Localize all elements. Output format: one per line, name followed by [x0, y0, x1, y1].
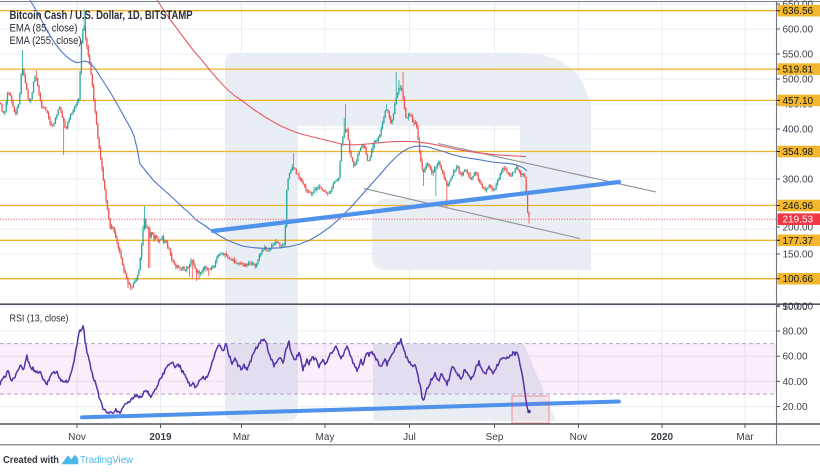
svg-text:Jul: Jul	[403, 432, 416, 443]
svg-text:400.00: 400.00	[783, 125, 814, 136]
svg-text:RSI (13, close): RSI (13, close)	[10, 313, 69, 325]
svg-text:60.00: 60.00	[783, 352, 808, 363]
svg-text:550.00: 550.00	[783, 50, 814, 61]
svg-text:100.66: 100.66	[783, 274, 814, 285]
svg-text:246.96: 246.96	[783, 201, 814, 212]
svg-text:300.00: 300.00	[783, 175, 814, 186]
svg-text:EMA (85, close): EMA (85, close)	[10, 23, 78, 35]
svg-text:519.81: 519.81	[783, 65, 814, 76]
svg-text:2019: 2019	[149, 432, 172, 443]
svg-text:50.00: 50.00	[783, 302, 808, 313]
svg-text:Mar: Mar	[233, 432, 251, 443]
svg-text:177.37: 177.37	[783, 236, 814, 247]
svg-text:TradingView: TradingView	[80, 454, 133, 466]
svg-text:Bitcoin Cash / U.S. Dollar, 1D: Bitcoin Cash / U.S. Dollar, 1D, BITSTAMP	[10, 8, 193, 22]
svg-text:20.00: 20.00	[783, 402, 808, 413]
svg-text:354.98: 354.98	[783, 147, 814, 158]
svg-text:Sep: Sep	[486, 432, 504, 443]
svg-text:2020: 2020	[651, 432, 674, 443]
svg-text:150.00: 150.00	[783, 250, 814, 261]
svg-text:Nov: Nov	[570, 432, 588, 443]
svg-text:80.00: 80.00	[783, 327, 808, 338]
svg-text:636.56: 636.56	[783, 6, 814, 17]
svg-text:500.00: 500.00	[783, 75, 814, 86]
svg-text:EMA (255, close): EMA (255, close)	[10, 35, 82, 47]
svg-text:40.00: 40.00	[783, 377, 808, 388]
svg-text:600.00: 600.00	[783, 25, 814, 36]
svg-text:Nov: Nov	[68, 432, 86, 443]
svg-text:457.10: 457.10	[783, 96, 814, 107]
svg-text:219.53: 219.53	[783, 215, 814, 226]
svg-text:200.00: 200.00	[783, 223, 814, 234]
svg-text:Created with: Created with	[3, 454, 59, 466]
svg-text:Mar: Mar	[736, 432, 754, 443]
svg-text:May: May	[316, 432, 335, 443]
svg-text:100.00: 100.00	[783, 301, 814, 312]
